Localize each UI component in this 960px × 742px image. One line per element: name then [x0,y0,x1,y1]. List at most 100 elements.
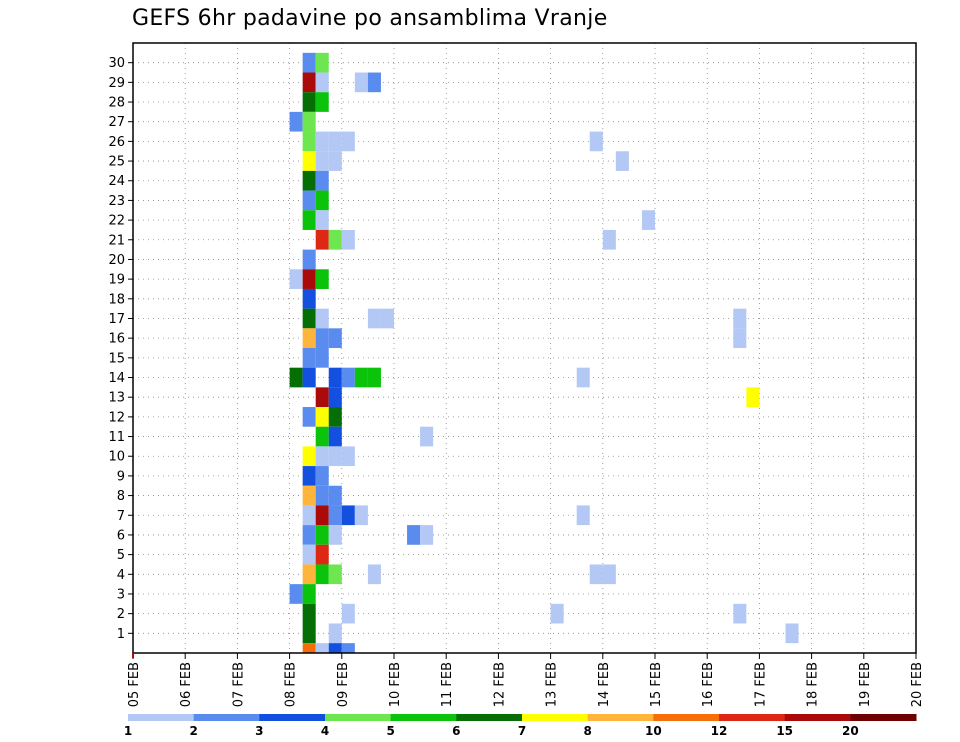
heatmap-cell [315,505,329,526]
x-axis: 05 FEB 06 FEB 07 FEB 08 FEB 09 FEB 10 FEB 11 F… [127,653,925,707]
heatmap-cell [328,643,342,653]
colorbar-swatch [719,714,786,721]
colorbar-label: 8 [583,724,591,738]
heatmap-cell [746,387,760,408]
cells-layer [289,52,799,653]
heatmap-cell [733,308,747,329]
x-tick-label: 08 FEB [284,662,299,707]
y-tick-label: 24 [108,174,125,189]
heatmap-cell [328,426,342,447]
heatmap-cell [315,92,329,112]
plot-frame [132,42,917,654]
x-tick-label: 10 FEB [388,662,403,707]
heatmap-cell [315,151,329,171]
colorbar: 1 2 3 4 5 6 7 8 10 12 15 20 [124,714,917,738]
heatmap-cell [328,505,342,526]
colorbar-label: 7 [518,724,526,738]
y-tick-label: 10 [108,450,125,465]
heatmap-cell [302,485,316,506]
heatmap-cell [615,151,629,171]
chart-title: GEFS 6hr padavine po ansamblima Vranje [132,6,608,31]
y-tick-label: 22 [108,214,125,229]
heatmap-cell [576,367,590,388]
y-tick-label: 21 [108,233,125,248]
colorbar-swatch [325,714,392,721]
heatmap-cell [315,308,329,329]
heatmap-cell [328,446,342,467]
heatmap-cell [302,288,316,309]
heatmap-cell [420,525,434,545]
heatmap-cell [315,229,329,250]
heatmap-cell [315,544,329,565]
heatmap-cell [315,52,329,73]
x-tick-label: 18 FEB [806,662,821,707]
y-tick-label: 7 [117,509,125,524]
heatmap-cell [315,269,329,289]
grid-layer [133,43,916,653]
colorbar-label: 10 [645,724,662,738]
heatmap-cell [315,485,329,506]
x-tick-label: 14 FEB [597,662,612,707]
heatmap-cell [315,210,329,230]
heatmap-cell [367,308,381,329]
heatmap-cell [302,623,316,644]
colorbar-swatch [522,714,589,721]
heatmap-cell [315,131,329,152]
heatmap-cell [302,72,316,93]
heatmap-cell [315,387,329,408]
heatmap-cell [315,564,329,585]
heatmap-cell [302,643,316,653]
y-axis: 1234567891011121314151617181920212223242… [108,56,133,642]
y-tick-label: 17 [108,312,125,327]
y-tick-label: 9 [117,469,125,484]
y-tick-label: 8 [117,489,125,504]
heatmap-cell [302,190,316,211]
y-tick-label: 12 [108,410,125,425]
heatmap-cell [328,623,342,644]
heatmap-cell [341,367,355,388]
heatmap-cell [289,111,303,132]
heatmap-cell [302,52,316,73]
x-tick-label: 20 FEB [910,662,925,707]
heatmap-cell [733,603,747,624]
heatmap-cell [289,269,303,289]
colorbar-swatch [653,714,720,721]
heatmap-cell [315,446,329,467]
y-tick-label: 27 [108,115,125,130]
heatmap-cell [315,348,329,368]
heatmap-cell [420,426,434,447]
x-tick-label: 15 FEB [649,662,664,707]
heatmap-cell [328,151,342,171]
heatmap-cell [341,643,355,653]
heatmap-cell [589,564,603,585]
y-tick-label: 6 [117,528,125,543]
x-tick-label: 11 FEB [440,662,455,707]
y-tick-label: 13 [108,391,125,406]
colorbar-swatch [390,714,457,721]
colorbar-label: 20 [842,724,859,738]
heatmap-cell [785,623,799,644]
heatmap-cell [302,446,316,467]
heatmap-cell [302,348,316,368]
heatmap-cell [302,328,316,348]
heatmap-cell [341,131,355,152]
heatmap-cell [289,584,303,604]
y-tick-label: 2 [117,607,125,622]
y-tick-label: 19 [108,273,125,288]
heatmap-cell [328,407,342,427]
heatmap-cell [315,466,329,486]
y-tick-label: 29 [108,76,125,91]
x-tick-label: 17 FEB [753,662,768,707]
heatmap-cell [328,229,342,250]
colorbar-label: 5 [386,724,394,738]
heatmap-cell [602,564,616,585]
heatmap-cell [302,131,316,152]
heatmap-cell [354,367,368,388]
colorbar-swatch [587,714,654,721]
heatmap-cell [328,564,342,585]
colorbar-label: 2 [189,724,197,738]
heatmap-cell [602,229,616,250]
heatmap-cell [576,505,590,526]
x-tick-label: 05 FEB [127,662,142,707]
